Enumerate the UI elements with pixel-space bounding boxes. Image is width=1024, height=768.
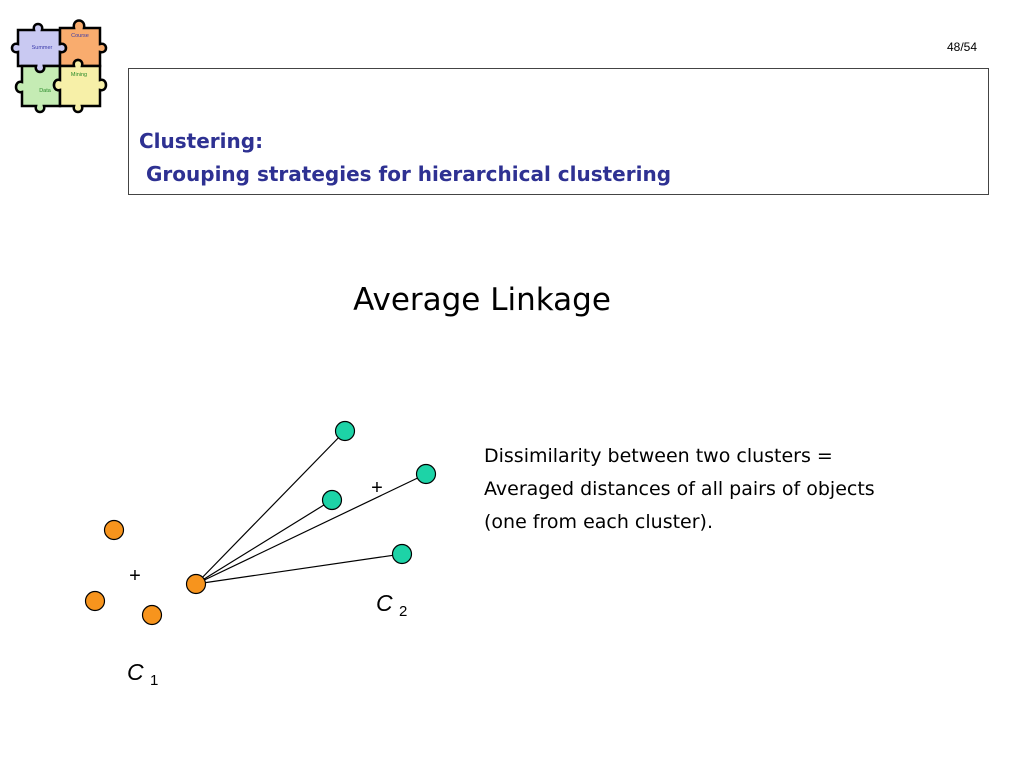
cluster2-point (415, 463, 437, 485)
cluster2-label-letter: C (376, 590, 393, 616)
slide-subtitle: Grouping strategies for hierarchical clu… (146, 162, 672, 186)
cluster1-point (141, 604, 163, 626)
cluster1-point (103, 519, 125, 541)
cluster2-centroid: + (371, 477, 383, 499)
logo-text-data: Data (39, 88, 52, 94)
title-box: Clustering: Grouping strategies for hier… (128, 68, 989, 195)
logo-text-course: Course (71, 33, 89, 39)
cluster1-point (84, 590, 106, 612)
logo-text-mining: Mining (71, 72, 87, 78)
cluster2-point (321, 489, 343, 511)
linkage-line (195, 430, 346, 585)
cluster2-label-subscript: 2 (399, 603, 407, 620)
puzzle-logo: Course Summer Mining Data (10, 19, 108, 114)
cluster2-label: C 2 (376, 590, 407, 620)
puzzle-piece-mining (52, 58, 108, 114)
description-line: Dissimilarity between two clusters = (484, 445, 833, 467)
cluster1-centroid: + (129, 565, 141, 587)
description-text: Dissimilarity between two clusters = Ave… (484, 440, 924, 539)
linkage-line (195, 473, 427, 585)
linkage-line (195, 499, 333, 585)
description-line: Averaged distances of all pairs of objec… (484, 478, 875, 500)
cluster1-label-subscript: 1 (150, 672, 158, 689)
description-line: (one from each cluster). (484, 511, 713, 533)
logo-text-summer: Summer (32, 45, 53, 51)
cluster1-label: C 1 (127, 659, 158, 689)
cluster1-label-letter: C (127, 659, 144, 685)
page-number: 48/54 (946, 40, 977, 54)
section-heading: Average Linkage (353, 282, 611, 318)
cluster1-point (185, 573, 207, 595)
linkage-line (195, 553, 403, 585)
cluster2-point (391, 543, 413, 565)
slide-title: Clustering: (139, 129, 264, 153)
cluster2-point (334, 420, 356, 442)
